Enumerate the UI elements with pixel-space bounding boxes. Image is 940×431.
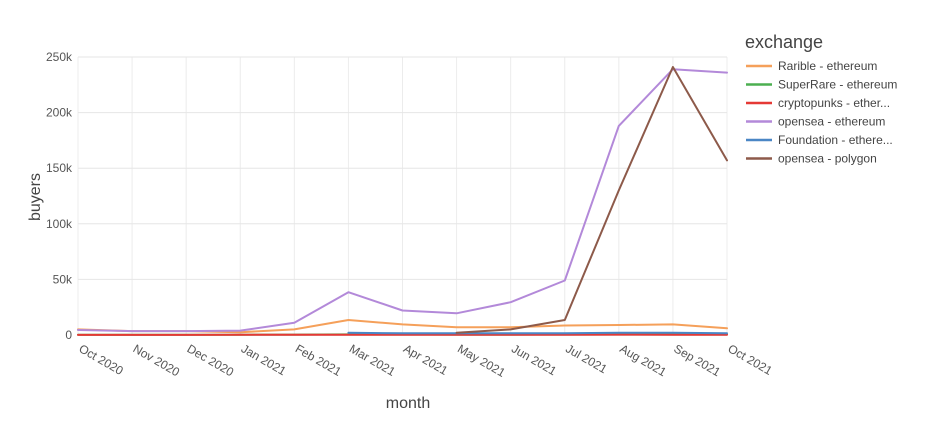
x-tick-label: May 2021 [455, 341, 508, 380]
series-line-3 [77, 68, 728, 333]
x-tick-label: Jan 2021 [239, 341, 289, 378]
series-line-4 [347, 331, 728, 335]
x-tick-label: Apr 2021 [401, 341, 450, 378]
x-tick-label: Aug 2021 [617, 341, 669, 379]
legend: exchange Rarible - ethereum SuperRare - e… [745, 32, 897, 166]
x-tick-label: Dec 2020 [185, 341, 237, 379]
x-axis-ticks: Oct 2020 Nov 2020 Dec 2020 Jan 2021 Feb 2021… [77, 341, 775, 380]
y-tick-label: 50k [53, 272, 73, 286]
x-tick-label: Jul 2021 [563, 341, 610, 376]
series-line-5 [455, 66, 728, 334]
x-tick-label: Feb 2021 [293, 341, 344, 379]
y-axis-title: buyers [27, 173, 44, 221]
y-tick-label: 250k [46, 50, 73, 64]
x-tick-label: Nov 2020 [131, 341, 183, 379]
x-tick-label: Oct 2021 [726, 341, 775, 378]
grid [77, 56, 728, 336]
legend-item-label: SuperRare - ethereum [778, 78, 897, 92]
y-tick-label: 0 [65, 328, 72, 342]
legend-item-label: cryptopunks - ether... [778, 96, 890, 110]
legend-item-label: Foundation - ethere... [778, 133, 893, 147]
x-tick-label: Mar 2021 [347, 341, 398, 379]
x-tick-label: Oct 2020 [77, 341, 126, 378]
legend-item-label: opensea - polygon [778, 152, 877, 166]
y-tick-label: 100k [46, 217, 73, 231]
x-tick-label: Jun 2021 [509, 341, 559, 378]
legend-item-label: Rarible - ethereum [778, 59, 877, 73]
y-axis-ticks: 0 50k 100k 150k 200k 250k [46, 50, 73, 342]
x-axis-title: month [386, 395, 430, 412]
legend-title: exchange [745, 32, 823, 52]
x-tick-label: Sep 2021 [671, 341, 723, 379]
series-lines [77, 66, 728, 336]
legend-item-label: opensea - ethereum [778, 115, 885, 129]
y-tick-label: 150k [46, 161, 73, 175]
y-tick-label: 200k [46, 106, 73, 120]
